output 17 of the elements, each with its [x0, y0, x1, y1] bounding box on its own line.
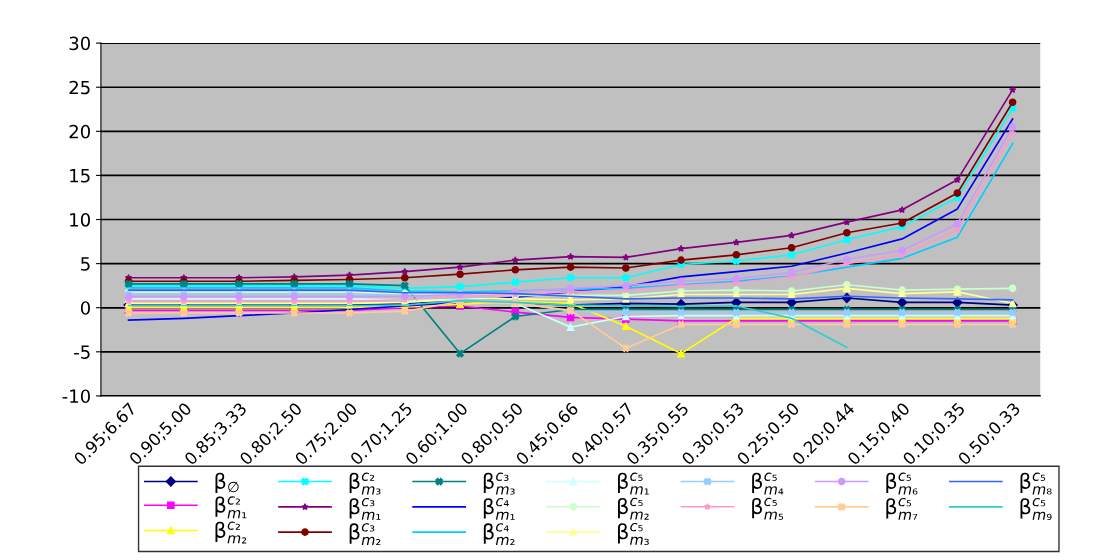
y-tick-label: 15 — [70, 169, 90, 183]
y-tick-label: -5 — [74, 345, 90, 359]
y-tick-label: 0 — [80, 301, 90, 315]
legend-label: β$_{∅}$ — [215, 472, 239, 494]
legend-label: β$^{c₅}$$_{m₇}$ — [886, 497, 918, 520]
y-tick-label: 30 — [69, 36, 90, 51]
y-tick-label: 20 — [69, 124, 90, 139]
legend-label: β$^{c₂}$$_{m₂}$ — [215, 521, 247, 544]
y-tick-label: 25 — [69, 80, 90, 95]
legend-label: β$^{c₃}$$_{m₂}$ — [349, 523, 381, 546]
y-tick-label: 5 — [81, 257, 90, 271]
legend-label: β$^{c₅}$$_{m₅}$ — [752, 497, 784, 520]
legend-label: β$^{c₅}$$_{m₉}$ — [1020, 497, 1052, 520]
y-tick-label: -10 — [62, 389, 90, 404]
y-tick-label: 10 — [70, 212, 90, 227]
legend-label: β$^{c₅}$$_{m₃}$ — [618, 522, 649, 545]
legend-label: β$^{c₄}$$_{m₂}$ — [483, 523, 515, 546]
